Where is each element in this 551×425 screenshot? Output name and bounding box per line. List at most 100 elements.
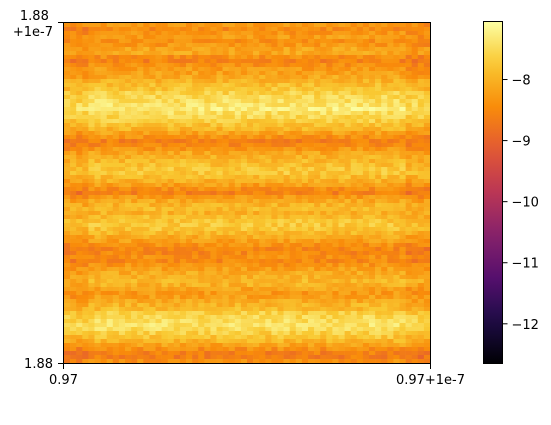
- heatmap-cell: [149, 231, 156, 236]
- heatmap-cell: [228, 279, 236, 284]
- heatmap-cell: [369, 207, 376, 212]
- heatmap-cell: [94, 347, 101, 352]
- heatmap-cell: [125, 175, 132, 180]
- heatmap-cell: [283, 91, 290, 96]
- heatmap-cell: [393, 35, 400, 40]
- heatmap-cell: [314, 83, 321, 88]
- heatmap-cell: [179, 223, 187, 228]
- heatmap-cell: [381, 259, 388, 264]
- heatmap-cell: [173, 87, 181, 92]
- heatmap-cell: [338, 135, 345, 140]
- heatmap-cell: [173, 47, 181, 52]
- heatmap-cell: [240, 79, 248, 84]
- heatmap-cell: [82, 263, 89, 268]
- heatmap-cell: [155, 319, 162, 324]
- heatmap-cell: [320, 243, 327, 248]
- heatmap-cell: [326, 27, 333, 32]
- heatmap-cell: [94, 331, 101, 336]
- heatmap-cell: [240, 175, 248, 180]
- heatmap-cell: [155, 199, 162, 204]
- heatmap-cell: [338, 339, 345, 344]
- heatmap-cell: [143, 167, 150, 172]
- heatmap-cell: [301, 299, 309, 304]
- heatmap-cell: [283, 163, 290, 168]
- heatmap-cell: [70, 35, 77, 40]
- heatmap-cell: [332, 303, 339, 308]
- heatmap-cell: [234, 335, 242, 340]
- heatmap-cell: [125, 227, 132, 232]
- heatmap-cell: [423, 59, 431, 64]
- heatmap-cell: [118, 39, 126, 44]
- heatmap-cell: [259, 283, 266, 288]
- heatmap-cell: [271, 255, 278, 260]
- heatmap-cell: [143, 251, 150, 256]
- heatmap-cell: [387, 259, 394, 264]
- heatmap-cell: [320, 275, 327, 280]
- heatmap-cell: [155, 59, 162, 64]
- heatmap-cell: [88, 167, 95, 172]
- heatmap-cell: [125, 199, 132, 204]
- heatmap-cell: [161, 331, 168, 336]
- heatmap-cell: [106, 307, 114, 312]
- heatmap-cell: [314, 99, 321, 104]
- heatmap-cell: [234, 83, 242, 88]
- heatmap-cell: [192, 247, 199, 252]
- heatmap-cell: [271, 207, 278, 212]
- heatmap-cell: [222, 231, 229, 236]
- heatmap-cell: [112, 187, 120, 192]
- heatmap-cell: [289, 115, 297, 120]
- heatmap-cell: [411, 151, 419, 156]
- heatmap-cell: [387, 339, 394, 344]
- heatmap-cell: [88, 323, 95, 328]
- heatmap-cell: [369, 263, 376, 268]
- heatmap-cell: [314, 87, 321, 92]
- heatmap-cell: [356, 239, 364, 244]
- heatmap-cell: [131, 111, 138, 116]
- heatmap-cell: [283, 139, 290, 144]
- heatmap-cell: [222, 43, 229, 48]
- heatmap-cell: [265, 187, 272, 192]
- heatmap-cell: [277, 283, 284, 288]
- heatmap-cell: [222, 39, 229, 44]
- heatmap-cell: [143, 123, 150, 128]
- heatmap-cell: [271, 107, 278, 112]
- heatmap-cell: [118, 207, 126, 212]
- heatmap-cell: [94, 95, 101, 100]
- heatmap-cell: [149, 75, 156, 80]
- heatmap-cell: [64, 95, 71, 100]
- heatmap-cell: [344, 91, 351, 96]
- heatmap-cell: [423, 99, 431, 104]
- heatmap-cell: [301, 163, 309, 168]
- heatmap-cell: [64, 151, 71, 156]
- heatmap-cell: [186, 307, 193, 312]
- heatmap-cell: [411, 343, 419, 348]
- heatmap-cell: [247, 303, 254, 308]
- heatmap-cell: [125, 291, 132, 296]
- heatmap-cell: [204, 299, 211, 304]
- heatmap-cell: [70, 27, 77, 32]
- heatmap-cell: [88, 351, 95, 356]
- heatmap-cell: [411, 99, 419, 104]
- heatmap-cell: [411, 31, 419, 36]
- heatmap-cell: [283, 343, 290, 348]
- heatmap-cell: [137, 167, 144, 172]
- heatmap-cell: [344, 183, 351, 188]
- heatmap-cell: [247, 91, 254, 96]
- heatmap-cell: [289, 87, 297, 92]
- heatmap-cell: [240, 155, 248, 160]
- heatmap-cell: [375, 123, 382, 128]
- heatmap-cell: [222, 319, 229, 324]
- heatmap-cell: [314, 239, 321, 244]
- heatmap-cell: [198, 151, 205, 156]
- heatmap-cell: [265, 63, 272, 68]
- heatmap-cell: [173, 63, 181, 68]
- heatmap-cell: [308, 167, 315, 172]
- heatmap-cell: [137, 219, 144, 224]
- heatmap-cell: [210, 295, 217, 300]
- heatmap-cell: [192, 327, 199, 332]
- heatmap-cell: [301, 315, 309, 320]
- heatmap-cell: [356, 267, 364, 272]
- heatmap-cell: [295, 215, 303, 220]
- heatmap-cell: [338, 131, 345, 136]
- heatmap-cell: [143, 147, 150, 152]
